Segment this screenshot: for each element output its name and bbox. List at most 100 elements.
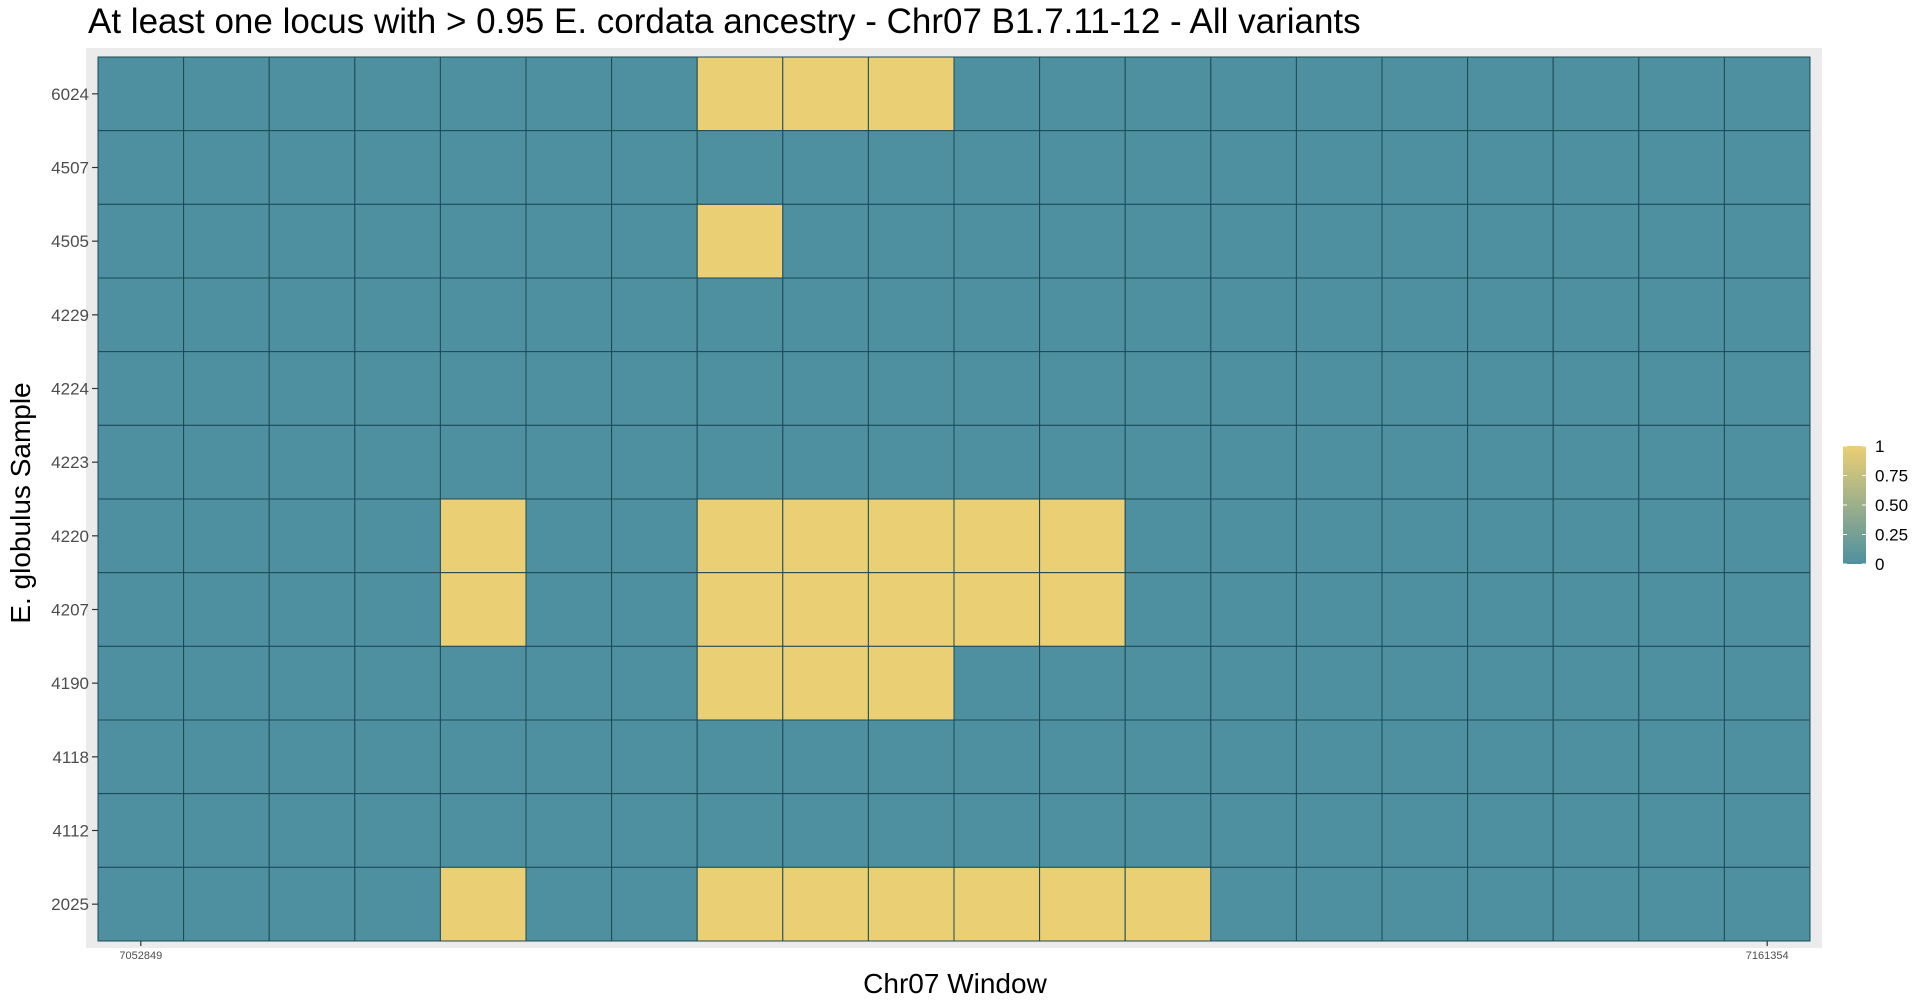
heatmap-cell (696, 866, 784, 942)
heatmap-cell (354, 866, 441, 942)
heatmap-cell (439, 277, 527, 353)
heatmap-cell (867, 498, 955, 574)
heatmap-cell (696, 351, 784, 426)
heatmap-cell (97, 498, 185, 574)
heatmap-cell (696, 277, 784, 353)
heatmap-cell (1552, 56, 1640, 132)
heatmap-cell (183, 56, 270, 132)
heatmap-cell (953, 424, 1041, 500)
heatmap-cell (97, 424, 185, 500)
heatmap-cell (1552, 572, 1640, 647)
y-tick-label: 6024 (51, 85, 89, 104)
heatmap-cell (439, 498, 527, 574)
heatmap-cell (183, 351, 270, 426)
legend-label: 0 (1875, 555, 1884, 574)
heatmap-cell (867, 793, 955, 868)
chart-title: At least one locus with > 0.95 E. cordat… (88, 2, 1361, 41)
y-axis-title: E. globulus Sample (5, 382, 36, 623)
heatmap-cell (1381, 572, 1469, 647)
heatmap-cell (183, 424, 270, 500)
heatmap-cell (1467, 130, 1554, 205)
heatmap-cell (1467, 56, 1554, 132)
heatmap-cell (268, 424, 356, 500)
heatmap-cell (183, 130, 270, 205)
heatmap-cell (953, 277, 1041, 353)
heatmap-cell (439, 424, 527, 500)
heatmap-cell (439, 645, 527, 721)
heatmap-cell (1552, 793, 1640, 868)
heatmap-cell (953, 498, 1041, 574)
heatmap-cell (696, 645, 784, 721)
heatmap-cell (268, 793, 356, 868)
heatmap-cell (1723, 719, 1811, 795)
heatmap-cell (97, 56, 185, 132)
heatmap-cell (97, 277, 185, 353)
heatmap-cell (1467, 645, 1554, 721)
heatmap-cell (782, 351, 869, 426)
heatmap-cell (1381, 866, 1469, 942)
heatmap-cell (1039, 645, 1126, 721)
heatmap-cell (268, 866, 356, 942)
legend-colorbar (1843, 446, 1866, 564)
heatmap-cell (354, 56, 441, 132)
heatmap-cell (354, 719, 441, 795)
heatmap-cell (782, 866, 869, 942)
heatmap-cell (1210, 130, 1297, 205)
heatmap-cell (696, 130, 784, 205)
heatmap-cell (1381, 130, 1469, 205)
heatmap-cell (1381, 56, 1469, 132)
heatmap-cell (1638, 130, 1725, 205)
heatmap-cell (1467, 351, 1554, 426)
heatmap-cell (1381, 203, 1469, 279)
heatmap-cell (354, 424, 441, 500)
x-tick-label: 7052849 (119, 950, 162, 962)
heatmap-cell (183, 203, 270, 279)
heatmap-cell (525, 56, 613, 132)
legend-label: 0.75 (1875, 467, 1908, 486)
heatmap-cell (696, 498, 784, 574)
legend-label: 0.25 (1875, 526, 1908, 545)
heatmap-cell (1381, 793, 1469, 868)
heatmap-cell (1039, 866, 1126, 942)
heatmap-cell (1723, 130, 1811, 205)
heatmap-cell (1723, 793, 1811, 868)
heatmap-cell (1552, 645, 1640, 721)
heatmap-cell (1039, 277, 1126, 353)
heatmap-cell (97, 645, 185, 721)
heatmap-cell (1124, 351, 1212, 426)
heatmap-cell (953, 130, 1041, 205)
heatmap-cell (1723, 351, 1811, 426)
heatmap-cell (1381, 351, 1469, 426)
heatmap-cell (97, 793, 185, 868)
heatmap-cell (696, 203, 784, 279)
heatmap-cell (1210, 866, 1297, 942)
heatmap-cell (183, 793, 270, 868)
heatmap-cell (1295, 645, 1383, 721)
heatmap-cell (611, 56, 698, 132)
heatmap-cell (1124, 572, 1212, 647)
heatmap-cell (1124, 130, 1212, 205)
heatmap-cell (525, 719, 613, 795)
heatmap-cell (97, 719, 185, 795)
legend-label: 0.50 (1875, 496, 1908, 515)
heatmap-cell (1552, 203, 1640, 279)
heatmap-cell (611, 645, 698, 721)
heatmap-cell (1723, 56, 1811, 132)
heatmap-cell (953, 866, 1041, 942)
heatmap-cell (1552, 719, 1640, 795)
heatmap-cells (97, 56, 1811, 942)
heatmap-cell (439, 56, 527, 132)
heatmap-cell (782, 203, 869, 279)
heatmap-cell (782, 719, 869, 795)
heatmap-cell (1552, 277, 1640, 353)
color-legend: 1 0.75 0.50 0.25 0 (1843, 437, 1908, 574)
y-tick-label: 4207 (51, 601, 89, 620)
heatmap-cell (1039, 56, 1126, 132)
heatmap-cell (1210, 645, 1297, 721)
heatmap-cell (1552, 351, 1640, 426)
heatmap-cell (268, 277, 356, 353)
heatmap-cell (953, 351, 1041, 426)
heatmap-cell (183, 645, 270, 721)
heatmap-cell (525, 351, 613, 426)
heatmap-cell (867, 351, 955, 426)
